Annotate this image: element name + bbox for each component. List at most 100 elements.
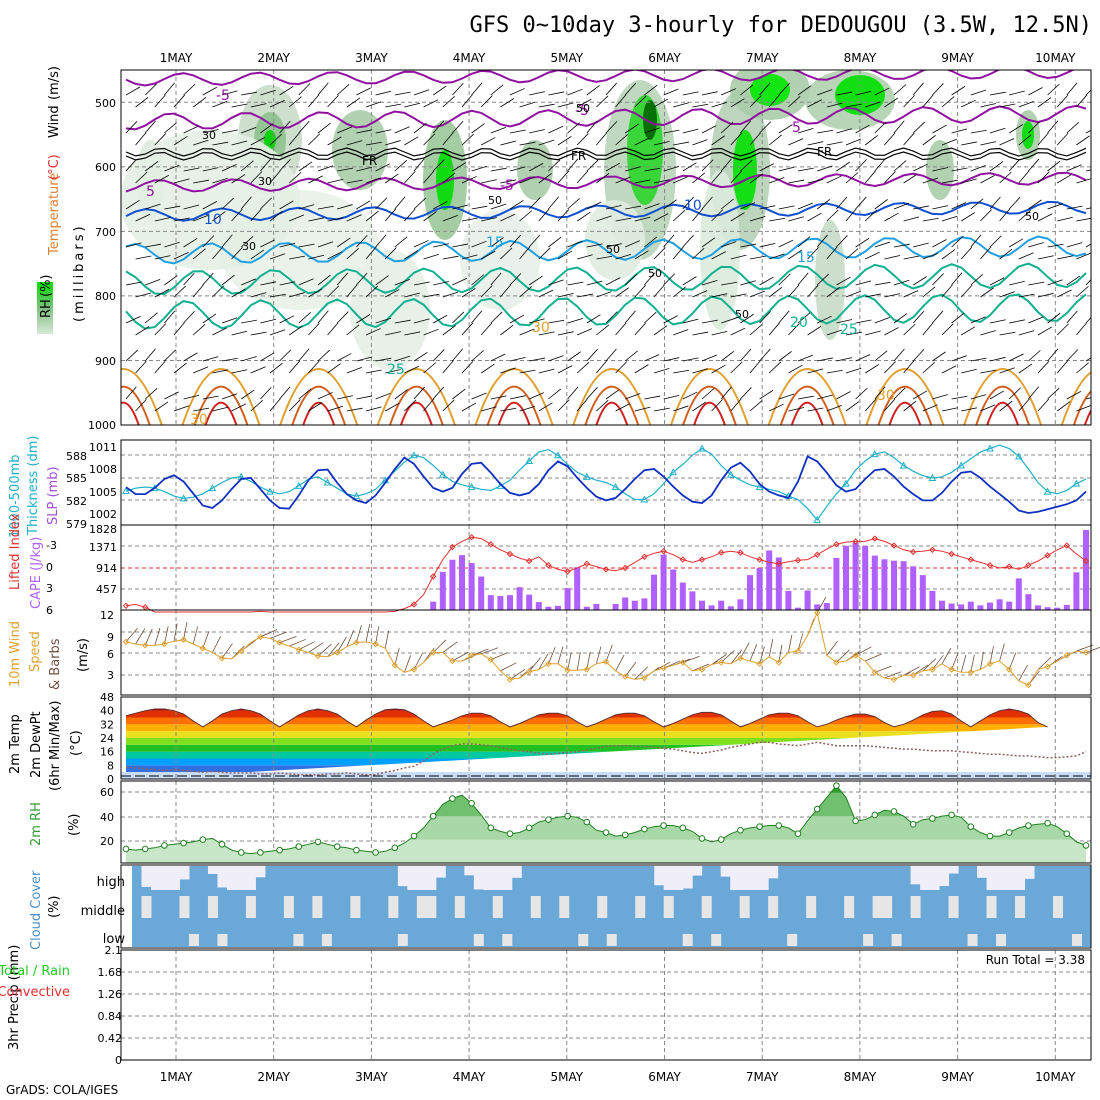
wind-barb (874, 350, 888, 362)
wind-barb (865, 101, 881, 108)
wind-barb (404, 208, 416, 222)
rh-blob (733, 130, 757, 210)
freezing-label: FR (817, 145, 832, 159)
wind-barb (193, 214, 209, 222)
wind-barb (1047, 279, 1063, 286)
wind-barb (375, 392, 391, 400)
wind-barb (221, 234, 233, 248)
rh-label: RH (39, 299, 54, 318)
thickness-marker (323, 478, 332, 486)
wind-speed-marker (929, 666, 936, 673)
wind-barb (404, 170, 416, 184)
wind-barb (634, 95, 647, 108)
wind-barb (596, 95, 609, 108)
cloud-gap (673, 866, 684, 890)
wind-barb (365, 369, 382, 374)
wind-barb (1056, 323, 1069, 336)
cape-bar (1083, 530, 1089, 610)
wind-barb (769, 217, 786, 222)
ytick: 1.68 (98, 966, 123, 979)
cape-bar (593, 603, 600, 610)
cloud-gap (226, 866, 237, 890)
wind-barb (778, 82, 790, 96)
wind-barb (154, 94, 166, 108)
wind-barb (989, 161, 1004, 172)
cloud-gap (141, 896, 152, 918)
cloud-gap (844, 896, 855, 918)
cloud-gap (663, 896, 674, 918)
wind-barb (778, 205, 795, 210)
wind-barb (202, 235, 215, 248)
isotherm-dome (595, 401, 629, 425)
wind-barb (519, 210, 533, 222)
row-high: high (97, 875, 125, 890)
rh-label: 50 (735, 308, 749, 321)
wind-barb (1076, 252, 1091, 260)
wind-barb (557, 135, 572, 146)
wind-barb (692, 290, 708, 298)
wind-barb (768, 361, 782, 374)
cape-bar (804, 590, 811, 610)
wind-barb (970, 274, 983, 286)
wind-barb (346, 367, 362, 374)
wind-barb (768, 639, 774, 657)
cloud-units: (%) (47, 896, 62, 919)
wind-barb (164, 82, 175, 96)
rh-marker (1063, 830, 1071, 838)
wind-barb (807, 368, 824, 374)
li-marker (890, 542, 898, 549)
cape-bar (535, 602, 542, 610)
wind-barb (692, 331, 709, 336)
wind-barb (663, 395, 680, 400)
cape-bar (468, 563, 475, 610)
wind-barb (385, 289, 400, 298)
band-stack (121, 697, 1091, 779)
wind-barb (980, 141, 997, 146)
cloud-gap (967, 934, 978, 946)
wind-barb (1056, 360, 1068, 374)
wind-barb (442, 399, 455, 412)
pressure-units: (millibars) (72, 223, 87, 322)
wind-barb (356, 87, 371, 96)
wind-barb (538, 139, 555, 146)
wind-barb (567, 240, 583, 248)
wind-barb (288, 172, 302, 184)
cape-bar (929, 590, 936, 610)
wind-barb (1028, 121, 1040, 134)
wind-barb (135, 292, 152, 298)
wind-barb (317, 310, 329, 324)
rh-marker (545, 816, 552, 823)
thickness-units: Thickness (dm) (26, 436, 41, 536)
wind-barb (557, 331, 574, 336)
thickness-marker (669, 468, 678, 476)
wind-barb (653, 179, 670, 184)
wind-barb (855, 319, 872, 324)
wind-barb (154, 255, 171, 260)
wind-barb (1047, 312, 1061, 324)
wind-barb (1018, 363, 1033, 374)
cloud-gap (920, 866, 931, 890)
wind-barb (720, 158, 732, 172)
wind-barb (711, 399, 723, 412)
wind-barb (624, 123, 639, 134)
temp-band (121, 697, 1091, 704)
wind-barb (125, 349, 138, 362)
wind-barb (481, 217, 497, 222)
wind-barb (586, 386, 598, 400)
thickness-marker (1072, 479, 1081, 487)
wind-barb (298, 312, 311, 324)
wind-barb (845, 172, 859, 184)
cape-bar (1015, 578, 1022, 610)
wind-barb (461, 217, 478, 222)
wind-barb (673, 102, 689, 108)
wind-barb (999, 138, 1015, 146)
wind-barb (346, 214, 362, 222)
wind-barb (884, 398, 896, 412)
li-line (125, 536, 1087, 613)
wind-speed-line (125, 611, 1087, 686)
wind-barb (538, 173, 552, 184)
cape-bar (487, 595, 494, 610)
wind-speed-marker (372, 640, 379, 648)
temp-band (126, 751, 1048, 759)
wind-barb (442, 360, 454, 374)
